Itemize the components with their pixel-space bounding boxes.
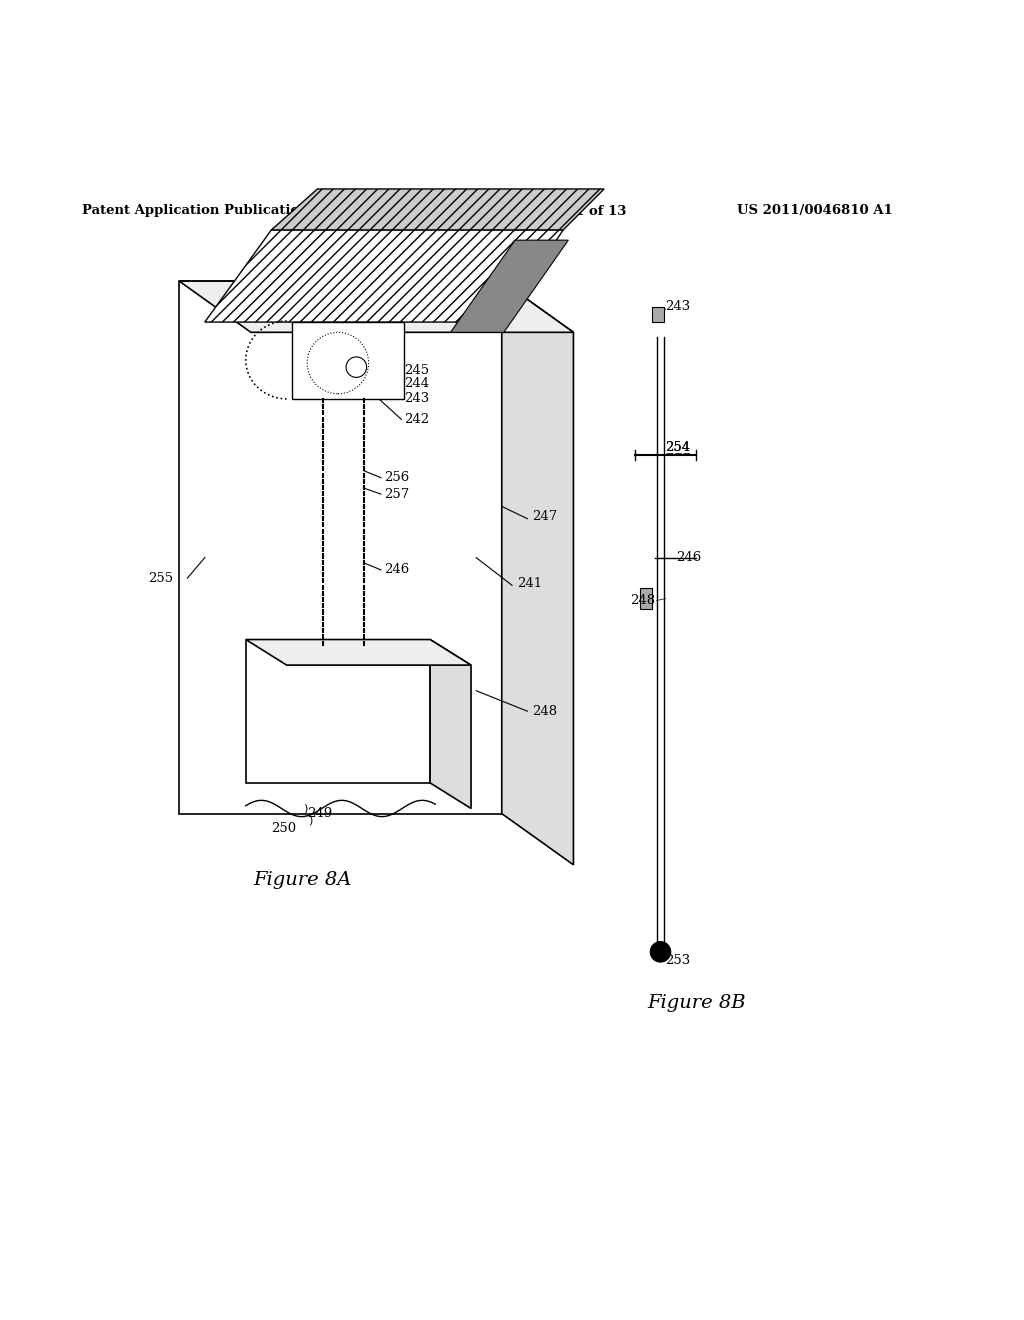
Text: Figure 8A: Figure 8A [253,871,351,890]
Text: 242: 242 [404,413,430,426]
Polygon shape [246,639,430,783]
Polygon shape [205,230,563,322]
Text: 253: 253 [666,953,691,966]
Polygon shape [179,281,502,813]
Text: 244: 244 [404,378,430,389]
Polygon shape [271,189,604,230]
Text: US 2011/0046810 A1: US 2011/0046810 A1 [737,205,893,218]
Text: 249: 249 [307,807,333,820]
Text: 246: 246 [384,564,410,577]
Circle shape [650,941,671,962]
Polygon shape [502,281,573,865]
Text: Figure 8B: Figure 8B [647,994,745,1012]
Text: Feb. 24, 2011  Sheet 11 of 13: Feb. 24, 2011 Sheet 11 of 13 [410,205,626,218]
Text: 245: 245 [404,364,430,376]
Text: 247: 247 [532,510,558,523]
Text: 2̲5̲4̲: 2̲5̲4̲ [666,441,691,454]
Text: 248: 248 [630,594,655,607]
Text: 246: 246 [676,552,701,564]
Text: ): ) [302,816,313,826]
Text: 256: 256 [384,471,410,484]
Text: 248: 248 [532,705,558,718]
Polygon shape [292,322,404,399]
Text: 254: 254 [666,441,691,454]
Polygon shape [179,281,573,333]
Text: 243: 243 [666,300,691,313]
Polygon shape [640,589,652,609]
Text: ): ) [297,804,308,813]
Polygon shape [430,639,471,808]
Text: 250: 250 [271,822,297,836]
Text: 255: 255 [148,572,174,585]
Text: 257: 257 [384,487,410,500]
Text: 241: 241 [517,577,543,590]
Text: Patent Application Publication: Patent Application Publication [82,205,308,218]
Polygon shape [451,240,568,333]
Polygon shape [246,639,471,665]
Text: 243: 243 [404,392,430,405]
Polygon shape [652,306,664,322]
